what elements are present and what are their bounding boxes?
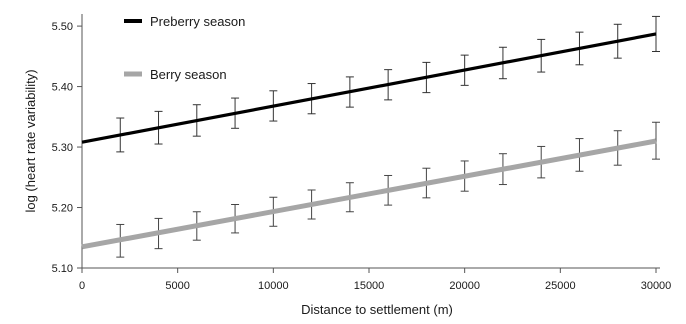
- y-tick-label: 5.40: [52, 82, 73, 94]
- series-line-berry: [81, 138, 657, 250]
- series-lines: [81, 32, 657, 250]
- x-axis-title: Distance to settlement (m): [301, 302, 453, 317]
- axis-titles: Distance to settlement (m) log (heart rat…: [23, 69, 453, 317]
- x-tick-label: 15000: [354, 280, 385, 292]
- axes: 5.10 5.20 5.30 5.40 5.50 0 5000 10000 15000 20000…: [52, 14, 672, 292]
- error-bars: [116, 15, 660, 258]
- legend: Preberry season Berry season: [124, 14, 245, 82]
- x-tick-label: 10000: [258, 280, 289, 292]
- series-line-preberry: [81, 32, 657, 144]
- x-tick-label: 0: [79, 280, 85, 292]
- legend-label: Berry season: [150, 67, 227, 82]
- y-tick-label: 5.20: [52, 203, 73, 215]
- x-tick-label: 5000: [165, 280, 189, 292]
- y-tick-label: 5.30: [52, 142, 73, 154]
- y-axis-title: log (heart rate variability): [23, 69, 38, 212]
- y-tick-label: 5.50: [52, 21, 73, 33]
- x-tick-label: 30000: [641, 280, 672, 292]
- x-tick-label: 20000: [449, 280, 480, 292]
- y-tick-label: 5.10: [52, 263, 73, 275]
- x-tick-label: 25000: [545, 280, 576, 292]
- legend-label: Preberry season: [150, 14, 245, 29]
